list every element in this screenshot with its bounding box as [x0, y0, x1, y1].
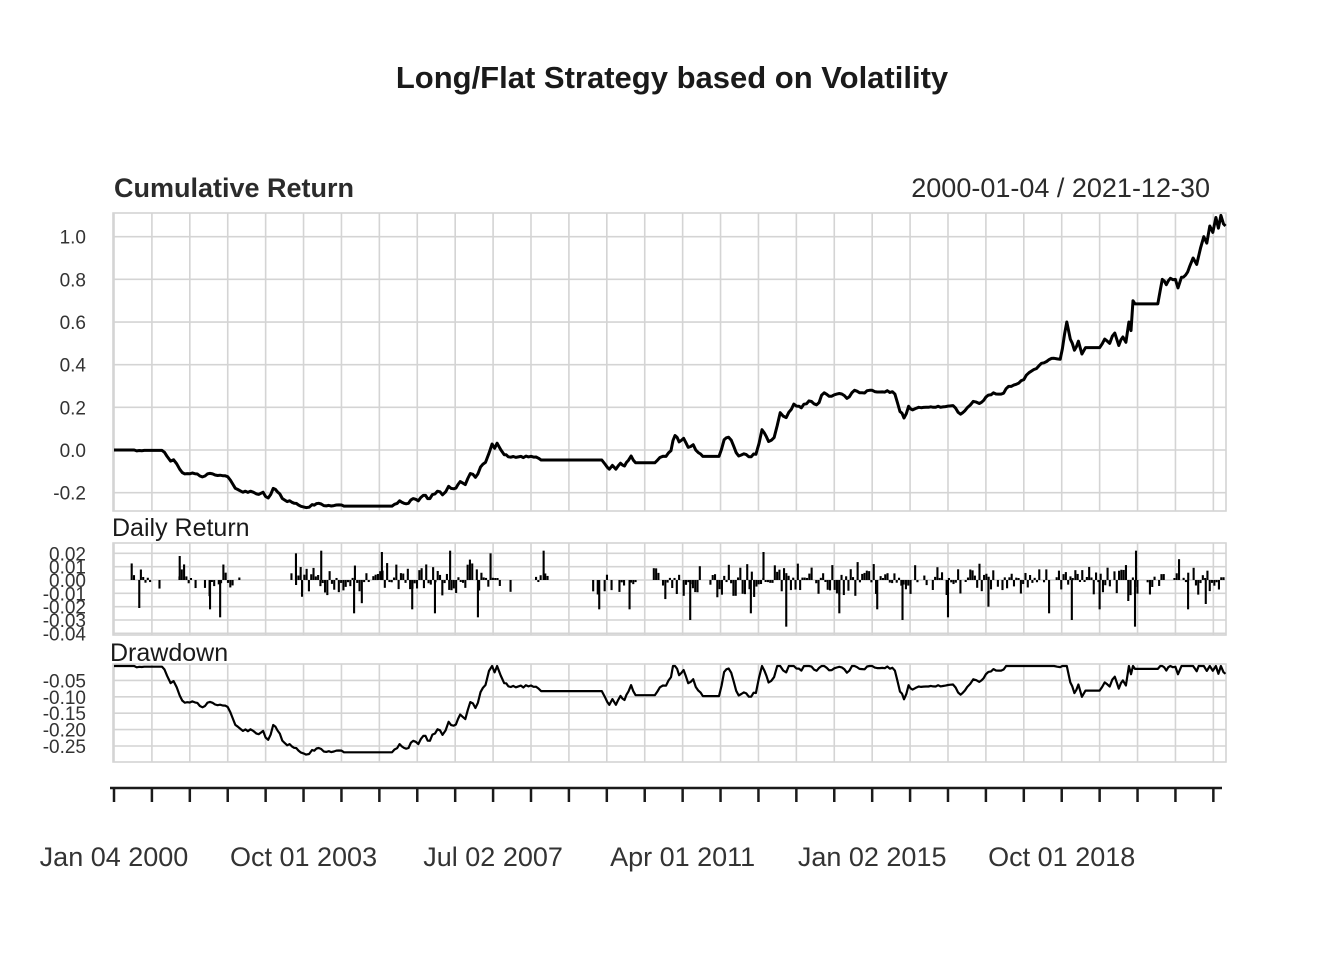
series-layer: [114, 213, 1227, 756]
drawdown-y-tick-label: -0.10: [43, 688, 86, 709]
x-tick-label: Oct 01 2003: [230, 842, 377, 872]
drawdown-y-tick-label: -0.05: [43, 671, 86, 692]
cumulative-return-line: [114, 213, 1227, 510]
daily-panel-border: [112, 542, 1227, 636]
cumulative-y-tick-label: -0.2: [53, 484, 86, 505]
daily-y-tick-label: 0.00: [49, 571, 86, 592]
daily-y-tick-label: -0.01: [43, 584, 86, 605]
drawdown-series: [114, 664, 1227, 756]
cumulative-y-tick-label: 1.0: [60, 228, 86, 249]
daily-y-tick-label: -0.04: [43, 624, 87, 645]
daily-y-tick-label: -0.03: [43, 611, 86, 632]
drawdown-y-tick-label: -0.20: [43, 721, 86, 742]
x-tick-label: Jul 02 2007: [423, 842, 563, 872]
drawdown-y-tick-label: -0.25: [43, 737, 86, 758]
cumulative-y-tick-label: 0.6: [60, 313, 86, 334]
x-tick-label: Jan 02 2015: [798, 842, 947, 872]
daily-y-tick-label: -0.02: [43, 598, 86, 619]
date-range-label: 2000-01-04 / 2021-12-30: [911, 173, 1210, 203]
cumulative-panel-border: [112, 212, 1227, 512]
x-tick-label: Apr 01 2011: [610, 842, 755, 872]
daily-y-tick-label: 0.02: [49, 544, 86, 565]
tick-labels: 1.00.80.60.40.20.0-0.20.020.010.00-0.01-…: [40, 228, 1136, 872]
x-axis: [110, 786, 1222, 802]
daily-panel-title: Daily Return: [112, 514, 250, 542]
daily-y-tick-label: 0.01: [49, 558, 86, 579]
drawdown-y-tick-label: -0.15: [43, 704, 86, 725]
daily-return-bars: [130, 550, 1225, 627]
cumulative-y-tick-label: 0.8: [60, 270, 86, 291]
cumulative-panel-title: Cumulative Return: [114, 173, 354, 203]
cumulative-y-tick-label: 0.0: [60, 441, 86, 462]
x-tick-label: Jan 04 2000: [40, 842, 189, 872]
drawdown-line: [114, 664, 1227, 756]
cumulative-y-tick-label: 0.2: [60, 398, 86, 419]
cumulative-series: [114, 213, 1227, 510]
main-title: Long/Flat Strategy based on Volatility: [396, 60, 949, 95]
drawdown-panel-title: Drawdown: [110, 639, 228, 667]
grid-lines: [112, 212, 1227, 763]
x-tick-label: Oct 01 2018: [988, 842, 1135, 872]
cumulative-y-tick-label: 0.4: [60, 356, 87, 377]
